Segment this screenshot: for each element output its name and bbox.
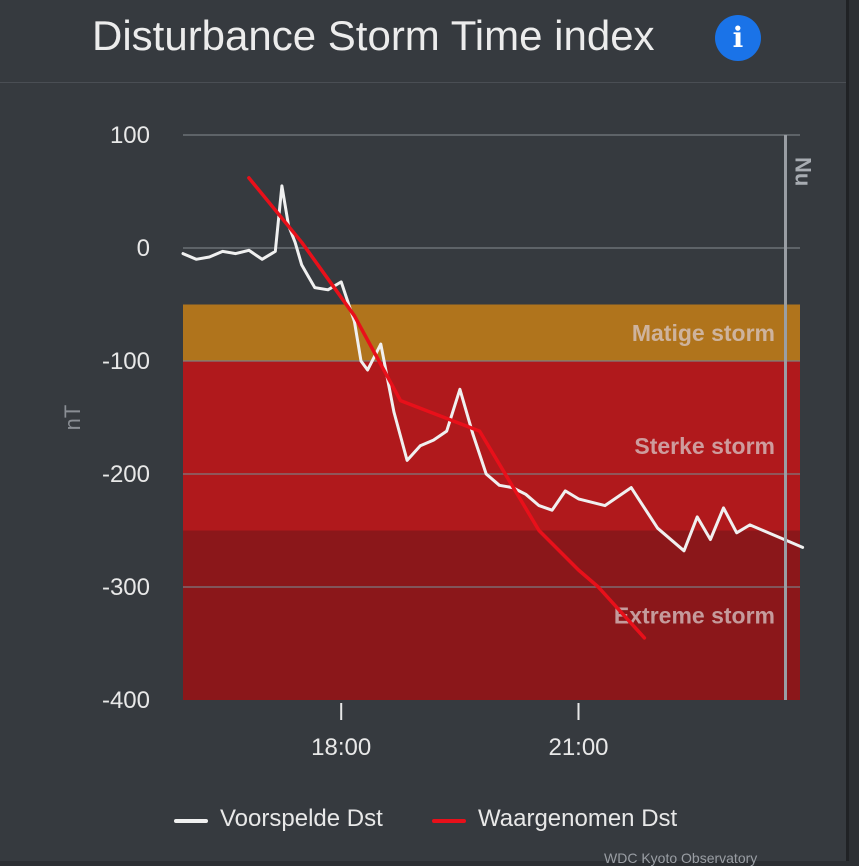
data-point-voorspelde-dst xyxy=(656,527,659,530)
data-point-voorspelde-dst xyxy=(392,410,396,414)
data-point-voorspelde-dst xyxy=(748,523,752,527)
data-point-waargenomen-dst xyxy=(247,176,251,180)
dst-chart: 100 0 -100 -200 -300 -400 nT 18:00 21:00 Matige s… xyxy=(60,122,815,761)
data-point-waargenomen-dst xyxy=(478,429,481,433)
data-point-voorspelde-dst xyxy=(260,258,264,261)
band-extreme-storm xyxy=(183,530,800,700)
legend-swatch-waargenomen xyxy=(432,819,466,823)
y-tick-label: -300 xyxy=(102,574,150,601)
data-point-voorspelde-dst xyxy=(788,540,791,543)
data-point-voorspelde-dst xyxy=(696,515,699,519)
data-point-voorspelde-dst xyxy=(181,252,185,255)
data-point-voorspelde-dst xyxy=(195,258,198,261)
data-point-waargenomen-dst xyxy=(597,585,600,589)
data-point-voorspelde-dst xyxy=(419,444,422,447)
y-tick-label: 0 xyxy=(137,235,150,262)
now-marker-label: Nu xyxy=(790,157,815,186)
y-tick-label: 100 xyxy=(110,122,150,149)
band-label-sterke-storm: Sterke storm xyxy=(634,433,775,459)
data-point-waargenomen-dst xyxy=(300,241,303,244)
data-point-voorspelde-dst xyxy=(709,538,712,541)
data-point-waargenomen-dst xyxy=(643,636,646,640)
data-point-waargenomen-dst xyxy=(537,529,541,532)
data-point-voorspelde-dst xyxy=(564,489,567,493)
data-point-voorspelde-dst xyxy=(498,484,501,487)
legend-label-voorspelde: Voorspelde Dst xyxy=(220,805,383,832)
band-label-matige-storm: Matige storm xyxy=(632,320,775,346)
chart-legend: Voorspelde Dst Waargenomen Dst xyxy=(0,800,846,840)
y-tick-label: -400 xyxy=(102,687,150,714)
data-point-voorspelde-dst xyxy=(359,359,363,363)
x-tick-label: 21:00 xyxy=(548,734,608,761)
data-point-voorspelde-dst xyxy=(630,486,633,489)
data-point-voorspelde-dst xyxy=(801,546,804,549)
y-tick-label: -200 xyxy=(102,461,150,488)
band-sterke-storm xyxy=(183,361,800,531)
y-tick-label: -100 xyxy=(102,348,150,375)
data-point-voorspelde-dst xyxy=(234,252,237,255)
data-point-voorspelde-dst xyxy=(577,497,580,501)
data-point-waargenomen-dst xyxy=(353,314,356,317)
data-point-voorspelde-dst xyxy=(537,504,541,507)
data-point-voorspelde-dst xyxy=(458,388,462,391)
page-title: Disturbance Storm Time index xyxy=(92,12,655,59)
info-glyph: i xyxy=(732,21,744,54)
data-point-waargenomen-dst xyxy=(577,568,580,572)
y-axis-label: nT xyxy=(60,405,85,431)
data-point-voorspelde-dst xyxy=(603,504,607,507)
data-point-voorspelde-dst xyxy=(366,368,369,372)
data-point-waargenomen-dst xyxy=(399,399,402,402)
legend-swatch-voorspelde xyxy=(174,819,208,823)
data-point-voorspelde-dst xyxy=(775,534,778,538)
data-point-voorspelde-dst xyxy=(208,255,211,259)
data-point-voorspelde-dst xyxy=(432,438,435,442)
data-point-voorspelde-dst xyxy=(485,472,488,476)
band-label-extreme-storm: Extreme storm xyxy=(614,602,775,628)
data-point-voorspelde-dst xyxy=(405,459,409,462)
data-point-voorspelde-dst xyxy=(340,280,343,284)
data-point-voorspelde-dst xyxy=(735,531,738,534)
data-point-voorspelde-dst xyxy=(445,429,448,433)
data-point-voorspelde-dst xyxy=(550,509,554,512)
data-point-voorspelde-dst xyxy=(722,506,725,510)
data-point-voorspelde-dst xyxy=(379,342,382,346)
data-credit: WDC Kyoto Observatory xyxy=(604,850,758,866)
data-point-voorspelde-dst xyxy=(293,241,297,244)
data-point-voorspelde-dst xyxy=(313,286,316,289)
band-matige-storm xyxy=(183,304,800,361)
data-point-voorspelde-dst xyxy=(300,263,303,267)
data-point-voorspelde-dst xyxy=(274,250,277,253)
data-point-voorspelde-dst xyxy=(221,250,224,253)
series-line-voorspelde-dst xyxy=(181,184,805,553)
data-point-voorspelde-dst xyxy=(307,275,310,278)
x-tick-label: 18:00 xyxy=(311,734,371,761)
data-point-voorspelde-dst xyxy=(353,320,356,323)
data-point-voorspelde-dst xyxy=(682,549,686,552)
data-point-voorspelde-dst xyxy=(247,249,251,252)
legend-label-waargenomen: Waargenomen Dst xyxy=(478,805,678,832)
data-point-voorspelde-dst xyxy=(761,529,765,532)
data-point-voorspelde-dst xyxy=(280,184,284,188)
info-icon[interactable]: i xyxy=(715,15,761,61)
card-header: Disturbance Storm Time index i xyxy=(0,0,846,83)
data-point-voorspelde-dst xyxy=(326,288,330,291)
data-point-voorspelde-dst xyxy=(524,493,527,496)
data-point-voorspelde-dst xyxy=(471,433,475,436)
